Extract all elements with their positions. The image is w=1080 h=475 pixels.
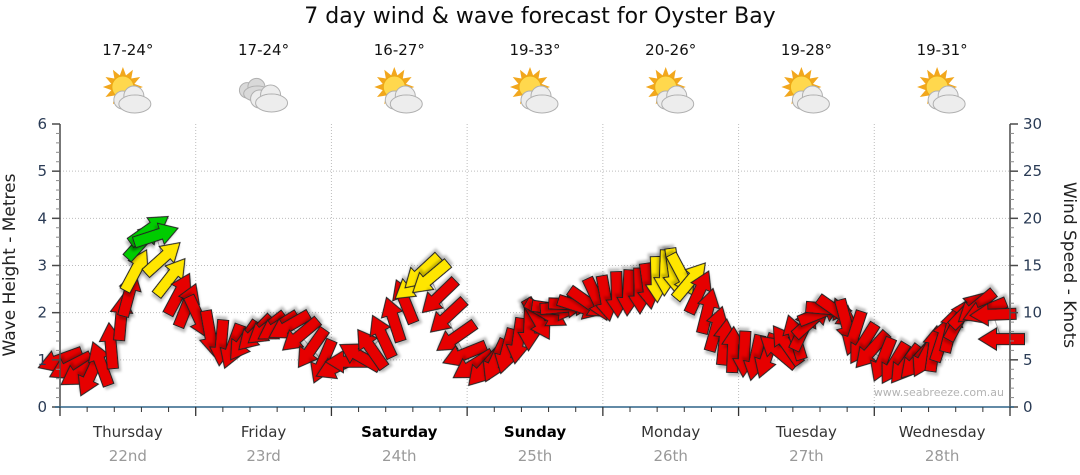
- temp-range: 17-24°: [102, 41, 153, 59]
- temp-range: 19-33°: [509, 41, 560, 59]
- day-name: Wednesday: [899, 423, 986, 441]
- day-date: 25th: [518, 447, 552, 465]
- sun-cloud-icon: [374, 67, 423, 114]
- left-axis-tick-label: 5: [37, 162, 47, 180]
- temp-range: 19-31°: [917, 41, 968, 59]
- wind-arrow: [977, 327, 1026, 352]
- sun-cloud-icon: [917, 67, 966, 114]
- right-axis-tick-label: 30: [1023, 115, 1042, 133]
- wind-arrow: [411, 258, 453, 294]
- chart-title: 7 day wind & wave forecast for Oyster Ba…: [304, 4, 776, 29]
- left-axis-tick-label: 6: [37, 115, 47, 133]
- x-axis: Thursday 22nd Friday 23rd Saturday 24th Sunday…: [55, 406, 1014, 465]
- wind-arrow: [369, 314, 398, 361]
- right-axis-tick-label: 15: [1023, 257, 1042, 275]
- day-date: 22nd: [109, 447, 147, 465]
- day-date: 28th: [925, 447, 959, 465]
- left-axis: 0 1 2 3 4 5 6 Wave Height - Metres: [0, 115, 61, 416]
- right-axis-tick-label: 0: [1023, 398, 1033, 416]
- day-name: Tuesday: [775, 423, 837, 441]
- day-date: 26th: [653, 447, 687, 465]
- sun-cloud-icon: [102, 67, 152, 114]
- wind-arrow: [357, 328, 390, 372]
- sun-cloud-icon: [510, 67, 559, 114]
- wind-arrow: [380, 296, 407, 344]
- left-axis-tick-label: 1: [37, 351, 47, 369]
- temp-range: 19-28°: [781, 41, 832, 59]
- sun-cloud-icon: [781, 67, 830, 114]
- wind-arrow: [131, 222, 179, 249]
- wind-arrow: [429, 295, 469, 333]
- right-axis-tick-label: 25: [1023, 162, 1042, 180]
- wind-arrow: [695, 287, 721, 336]
- wind-arrow: [281, 315, 323, 351]
- right-axis-title: Wind Speed - Knots: [1059, 182, 1079, 348]
- right-axis-tick-label: 10: [1023, 304, 1042, 322]
- day-name: Friday: [241, 423, 287, 441]
- day-headers: 17-24° 17-24° 16-27° 19-33° 20-26° 19-28° 19-3…: [102, 41, 968, 114]
- wind-arrow: [968, 302, 1017, 327]
- watermark: www.seabreeze.com.au: [873, 386, 1004, 399]
- wind-arrow: [855, 328, 892, 369]
- sun-cloud-icon: [645, 67, 695, 114]
- left-axis-tick-label: 3: [37, 257, 47, 275]
- wind-arrow: [436, 318, 479, 351]
- temp-range: 17-24°: [238, 41, 289, 59]
- left-axis-tick-label: 0: [37, 398, 47, 416]
- day-date: 23rd: [246, 447, 281, 465]
- day-date: 27th: [789, 447, 823, 465]
- right-axis: 0 5 10 15 20 25 30 Wind Speed - Knots: [1009, 115, 1079, 416]
- wind-arrow: [141, 241, 181, 279]
- day-name: Sunday: [504, 423, 567, 441]
- wind-arrows: [37, 215, 1026, 397]
- day-name: Monday: [641, 423, 700, 441]
- day-date: 24th: [382, 447, 416, 465]
- wind-arrow: [297, 325, 331, 369]
- right-axis-tick-label: 20: [1023, 209, 1042, 227]
- temp-range: 16-27°: [374, 41, 425, 59]
- right-axis-tick-label: 5: [1023, 351, 1033, 369]
- wind-arrow: [421, 275, 461, 314]
- cloudy-icon: [238, 77, 289, 113]
- left-axis-tick-label: 4: [37, 209, 47, 227]
- day-name: Saturday: [361, 423, 438, 441]
- day-name: Thursday: [92, 423, 163, 441]
- temp-range: 20-26°: [645, 41, 696, 59]
- left-axis-tick-label: 2: [37, 304, 47, 322]
- left-axis-title: Wave Height - Metres: [0, 173, 20, 356]
